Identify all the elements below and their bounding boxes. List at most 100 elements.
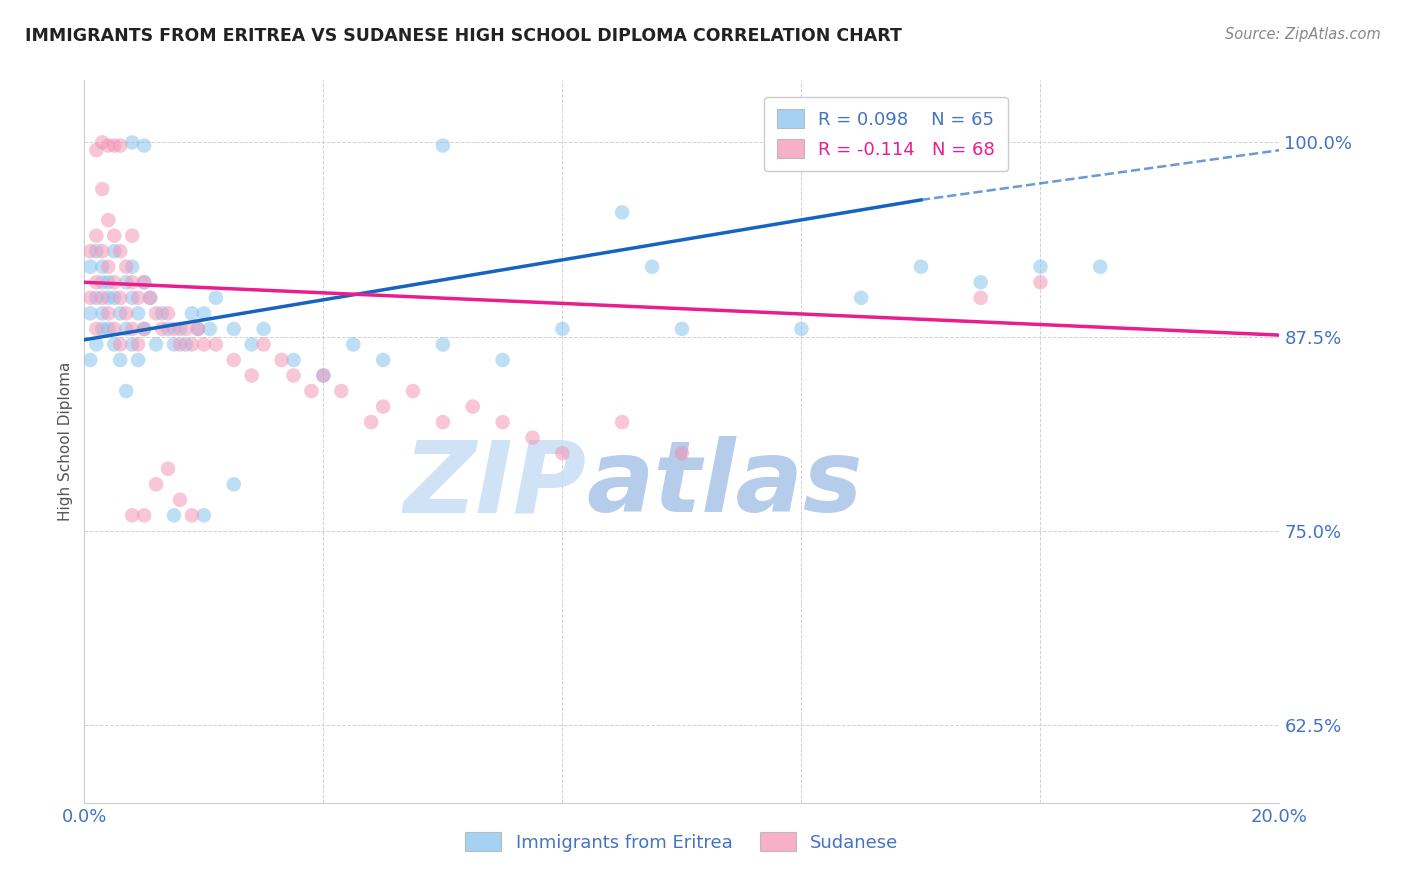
Point	[342, 337, 364, 351]
Point	[91, 291, 114, 305]
Point	[671, 322, 693, 336]
Point	[91, 322, 114, 336]
Point	[110, 306, 132, 320]
Point	[91, 136, 114, 150]
Point	[145, 337, 167, 351]
Point	[551, 322, 574, 336]
Point	[181, 306, 204, 320]
Point	[360, 415, 382, 429]
Point	[181, 337, 204, 351]
Point	[612, 205, 634, 219]
Point	[1029, 275, 1052, 289]
Point	[169, 492, 191, 507]
Point	[612, 415, 634, 429]
Point	[222, 322, 245, 336]
Y-axis label: High School Diploma: High School Diploma	[58, 362, 73, 521]
Point	[91, 275, 114, 289]
Point	[79, 353, 101, 368]
Point	[86, 337, 108, 351]
Point	[461, 400, 484, 414]
Point	[187, 322, 209, 336]
Point	[432, 415, 454, 429]
Point	[163, 322, 186, 336]
Point	[115, 384, 138, 398]
Point	[79, 306, 101, 320]
Point	[103, 138, 125, 153]
Point	[169, 322, 191, 336]
Point	[86, 275, 108, 289]
Point	[492, 353, 515, 368]
Point	[163, 337, 186, 351]
Point	[121, 136, 143, 150]
Point	[91, 182, 114, 196]
Point	[187, 322, 209, 336]
Point	[270, 353, 292, 368]
Point	[110, 353, 132, 368]
Point	[103, 228, 125, 243]
Text: atlas: atlas	[586, 436, 863, 533]
Legend: Immigrants from Eritrea, Sudanese: Immigrants from Eritrea, Sudanese	[458, 825, 905, 859]
Point	[97, 291, 120, 305]
Point	[283, 368, 305, 383]
Point	[79, 244, 101, 259]
Point	[121, 291, 143, 305]
Point	[132, 275, 156, 289]
Point	[193, 306, 215, 320]
Point	[222, 353, 245, 368]
Text: Source: ZipAtlas.com: Source: ZipAtlas.com	[1225, 27, 1381, 42]
Point	[150, 306, 173, 320]
Point	[121, 508, 143, 523]
Text: ZIP: ZIP	[404, 436, 586, 533]
Point	[402, 384, 425, 398]
Point	[193, 508, 215, 523]
Point	[86, 143, 108, 157]
Point	[110, 244, 132, 259]
Point	[91, 306, 114, 320]
Point	[150, 322, 173, 336]
Point	[132, 138, 156, 153]
Point	[86, 322, 108, 336]
Point	[253, 322, 276, 336]
Point	[240, 368, 263, 383]
Point	[970, 291, 993, 305]
Point	[139, 291, 162, 305]
Point	[432, 138, 454, 153]
Point	[970, 275, 993, 289]
Point	[157, 322, 180, 336]
Point	[121, 228, 143, 243]
Point	[97, 322, 120, 336]
Point	[115, 306, 138, 320]
Point	[115, 260, 138, 274]
Point	[1090, 260, 1112, 274]
Point	[115, 322, 138, 336]
Point	[86, 244, 108, 259]
Point	[1029, 260, 1052, 274]
Point	[163, 508, 186, 523]
Point	[432, 337, 454, 351]
Point	[193, 337, 215, 351]
Point	[127, 291, 149, 305]
Point	[132, 275, 156, 289]
Point	[115, 275, 138, 289]
Point	[169, 337, 191, 351]
Point	[97, 260, 120, 274]
Text: IMMIGRANTS FROM ERITREA VS SUDANESE HIGH SCHOOL DIPLOMA CORRELATION CHART: IMMIGRANTS FROM ERITREA VS SUDANESE HIGH…	[25, 27, 903, 45]
Point	[127, 353, 149, 368]
Point	[103, 244, 125, 259]
Point	[240, 337, 263, 351]
Point	[373, 400, 395, 414]
Point	[522, 431, 544, 445]
Point	[790, 322, 813, 336]
Point	[253, 337, 276, 351]
Point	[181, 508, 204, 523]
Point	[145, 306, 167, 320]
Point	[312, 368, 335, 383]
Point	[79, 291, 101, 305]
Point	[103, 322, 125, 336]
Point	[103, 291, 125, 305]
Point	[86, 228, 108, 243]
Point	[301, 384, 323, 398]
Point	[97, 138, 120, 153]
Point	[103, 275, 125, 289]
Point	[121, 260, 143, 274]
